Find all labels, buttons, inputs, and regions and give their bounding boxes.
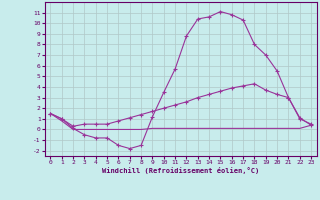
X-axis label: Windchill (Refroidissement éolien,°C): Windchill (Refroidissement éolien,°C)	[102, 167, 260, 174]
